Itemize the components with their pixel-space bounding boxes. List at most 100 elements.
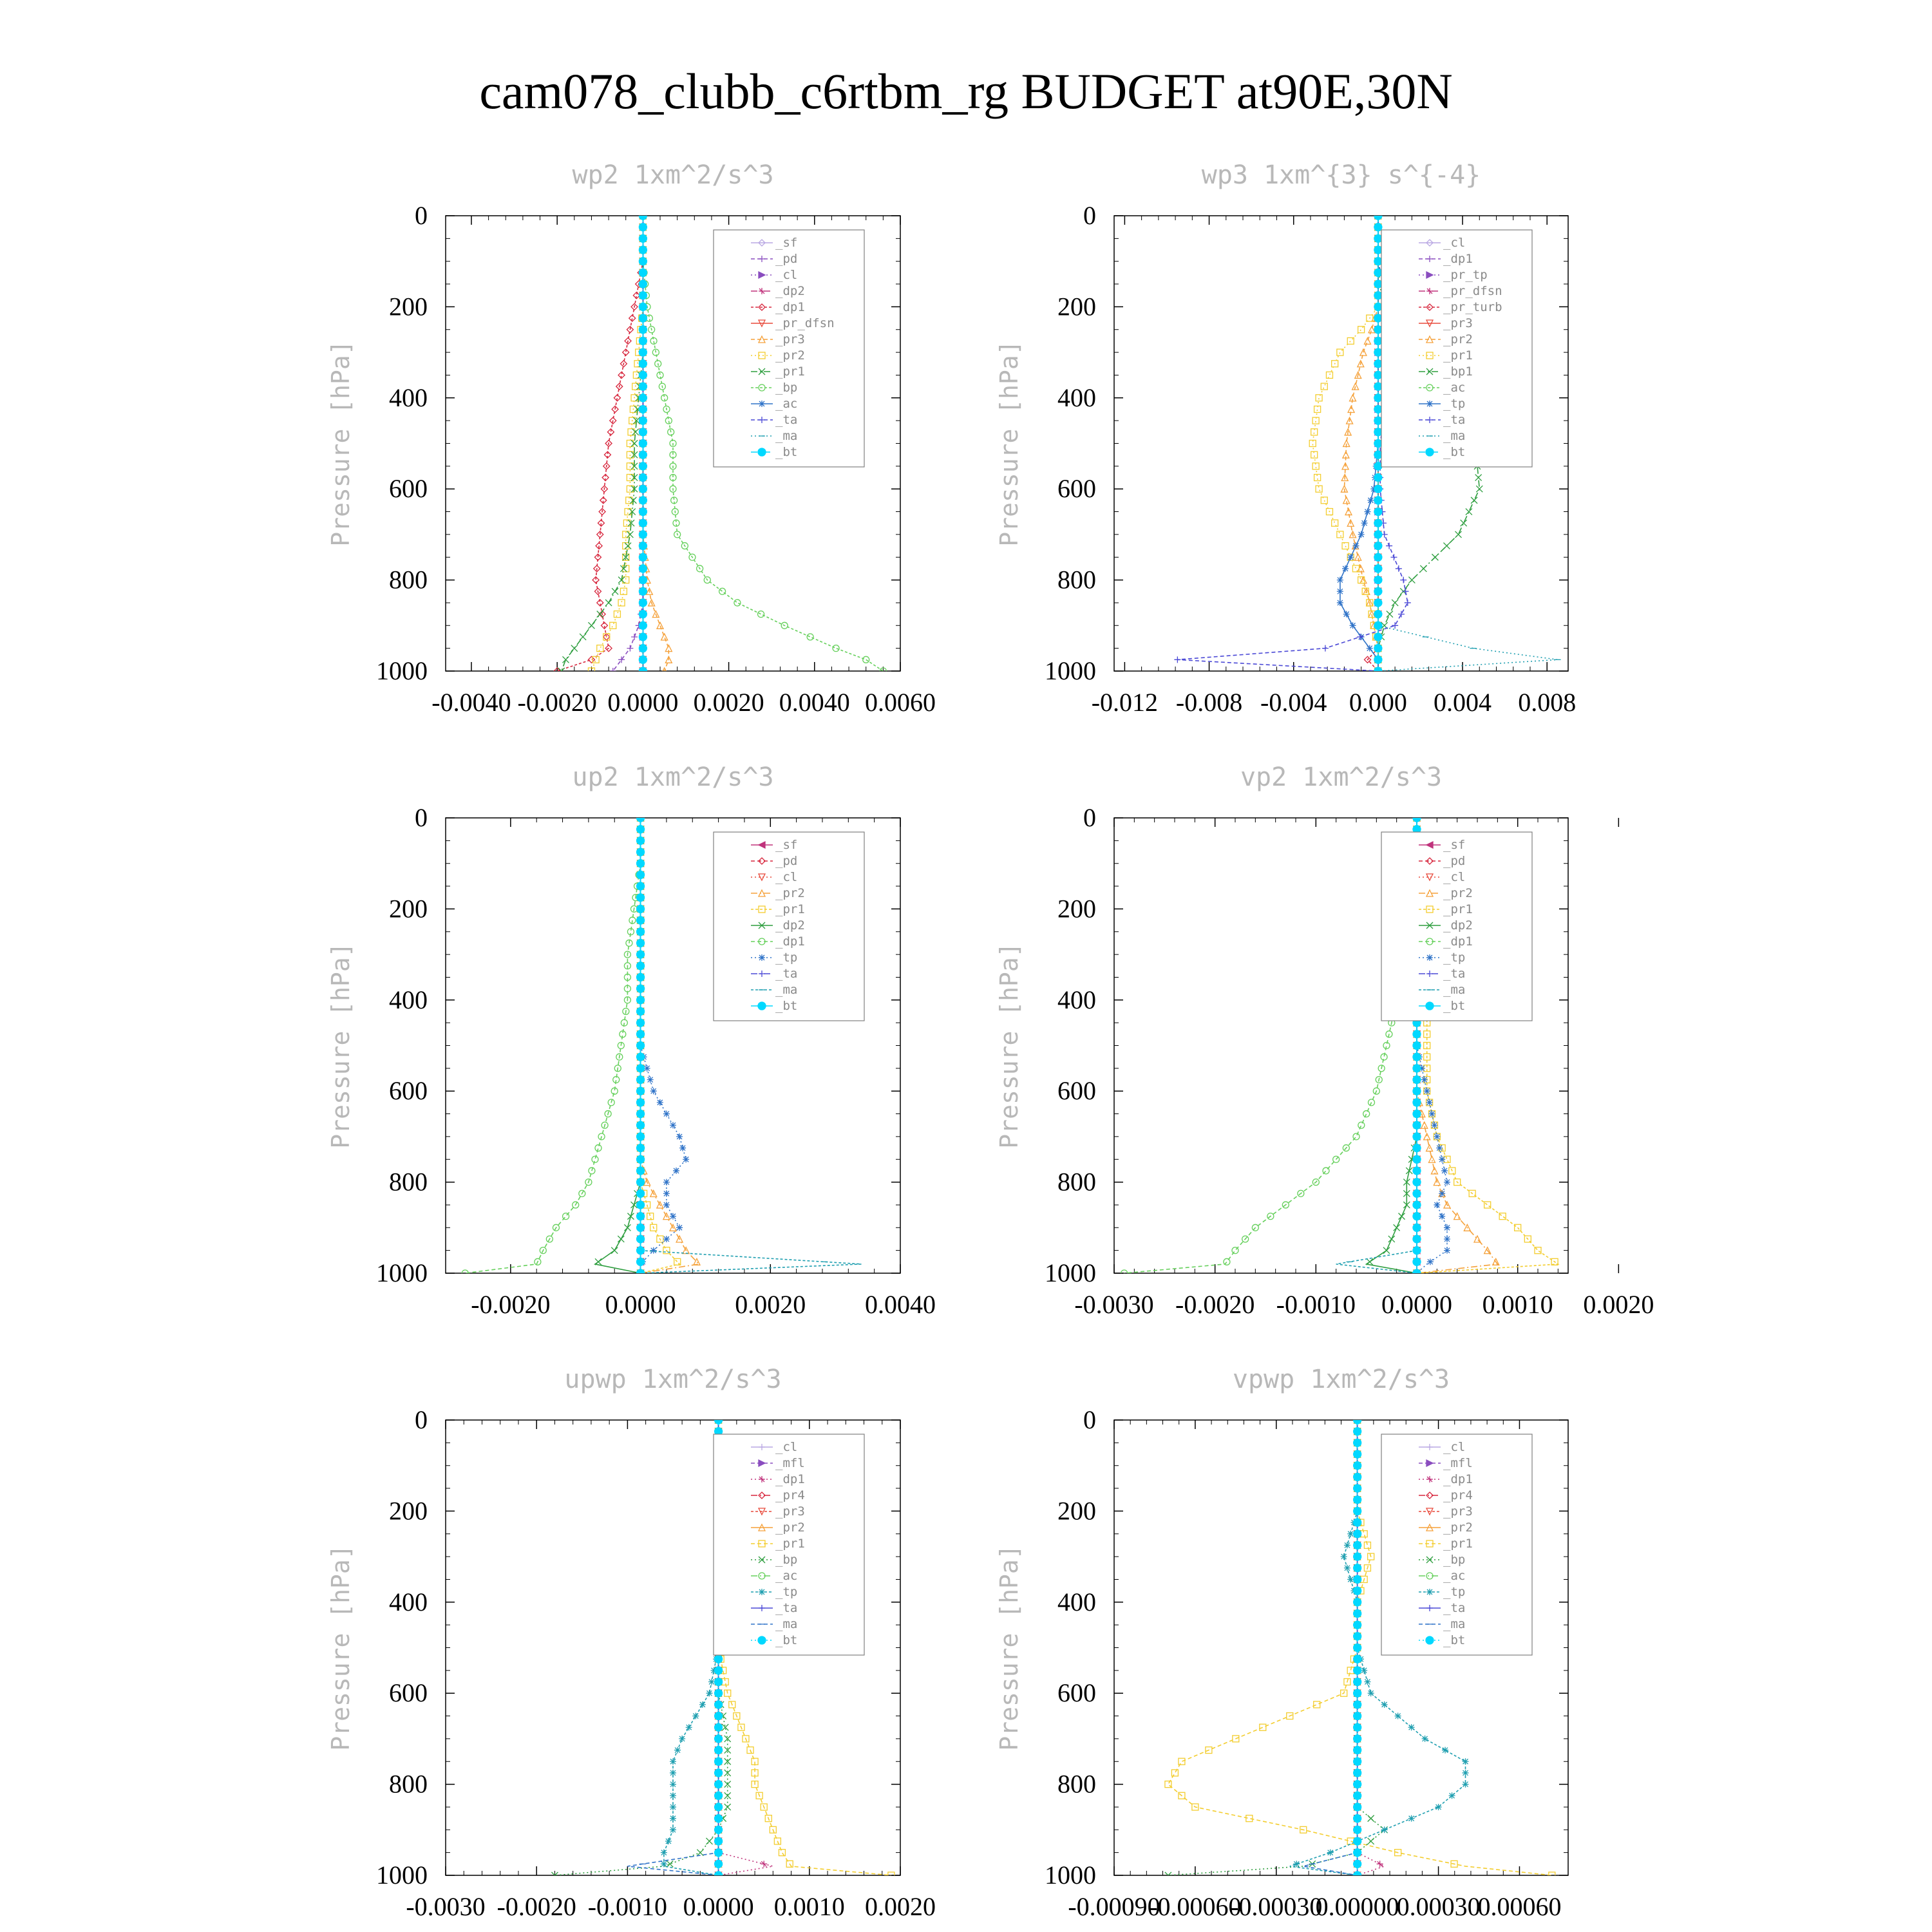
y-tick-label: 800 [389,1168,428,1197]
data-point [611,1087,618,1095]
data-point [1403,1201,1410,1209]
data-point [757,1523,766,1531]
legend-label: _dp2 [1443,918,1473,933]
data-point [636,938,645,948]
data-point [638,428,648,437]
data-point [1374,655,1383,664]
data-point [806,633,814,641]
data-point [1363,1564,1372,1572]
y-tick-label: 800 [389,565,428,594]
data-point [622,553,630,561]
data-point [1374,234,1383,243]
data-point [1374,518,1383,527]
x-tick-label: 0.0040 [779,688,850,717]
legend-item: _pd [1419,854,1465,868]
data-point [1450,1860,1458,1868]
legend-label: _ta [775,413,797,427]
panels: wp2 1xm^2/s^3 Pressure [hPa] 0 200 400 600 800… [327,160,1654,1921]
data-point [1425,889,1434,897]
data-point [629,508,636,516]
data-point [1426,417,1433,423]
data-point [638,450,648,459]
data-point [1408,1815,1415,1822]
data-point [1426,239,1434,247]
data-point [758,905,766,913]
data-point [1344,428,1352,436]
data-point [670,1803,676,1810]
data-point [670,1781,676,1788]
data-point [758,1540,766,1548]
data-point [1231,1247,1239,1255]
data-point [714,1420,723,1425]
data-point [1353,1689,1362,1698]
data-point [1251,1224,1259,1231]
x-tick-label: 0.0010 [774,1892,845,1921]
series-group [1164,1420,1556,1875]
data-point [1312,417,1320,424]
data-point [1349,530,1357,538]
legend-label: _mfl [1443,1456,1473,1470]
panel-title: vpwp 1xm^2/s^3 [1233,1365,1450,1394]
data-point [1374,302,1383,312]
x-tick-label: 0.0000 [1381,1290,1452,1319]
data-point [1353,1666,1362,1675]
data-point [636,950,645,959]
y-tick-label: 200 [1057,894,1096,923]
data-point [636,1098,645,1107]
legend-label: _dp1 [1443,1472,1473,1486]
data-point [1426,1492,1434,1499]
data-point [1205,1746,1213,1754]
legend-item: _dp2 [1419,918,1473,933]
data-point [648,326,656,334]
series-line [1124,818,1417,1273]
y-tick-label: 1000 [376,656,428,685]
data-point [1383,1247,1390,1255]
data-point [603,451,612,459]
data-point [1442,1747,1449,1754]
legend-box [713,1434,865,1656]
data-point [647,1212,654,1220]
data-point [636,1211,645,1221]
data-point [1391,599,1399,607]
data-point [751,1780,759,1788]
legend-item: _pr2 [751,1520,805,1535]
data-point [1374,382,1383,391]
data-point [1353,1837,1362,1846]
data-point [1245,1814,1253,1823]
data-point [1367,497,1374,504]
data-point [1353,1495,1362,1504]
data-point [632,291,641,299]
data-point [1336,531,1344,538]
data-point [1353,1871,1362,1875]
data-point [1381,1701,1388,1708]
data-point [673,1167,680,1174]
data-point [1366,645,1373,652]
data-point [758,938,766,945]
data-point [1353,1757,1362,1766]
legend-label: _cl [1443,1440,1465,1454]
data-point [1462,1758,1469,1765]
data-point [1435,1803,1442,1810]
data-point [1331,360,1339,368]
figure-title: cam078_clubb_c6rtbm_rg BUDGET at90E,30N [479,63,1452,119]
legend-item: _pr_dfsn [751,316,835,330]
data-point [1385,1030,1393,1038]
data-point [625,497,633,504]
data-point [1174,656,1181,663]
data-point [760,1803,768,1811]
data-point [1374,325,1383,334]
legend-label: _sf [775,838,797,852]
data-point [638,598,648,607]
data-point [636,1200,645,1209]
legend-item: _pr2 [1419,1520,1473,1535]
x-tick-label: -0.0040 [431,688,511,717]
legend-item: _pr1 [1419,348,1473,363]
budget-panel: wp2 1xm^2/s^3 Pressure [hPa] 0 200 400 600 800… [327,160,936,717]
data-point [1374,496,1383,505]
data-point [596,530,604,538]
data-point [1367,325,1376,334]
data-point [660,1861,667,1868]
data-point [630,451,638,459]
data-point [630,485,638,493]
data-point [1191,1803,1199,1811]
